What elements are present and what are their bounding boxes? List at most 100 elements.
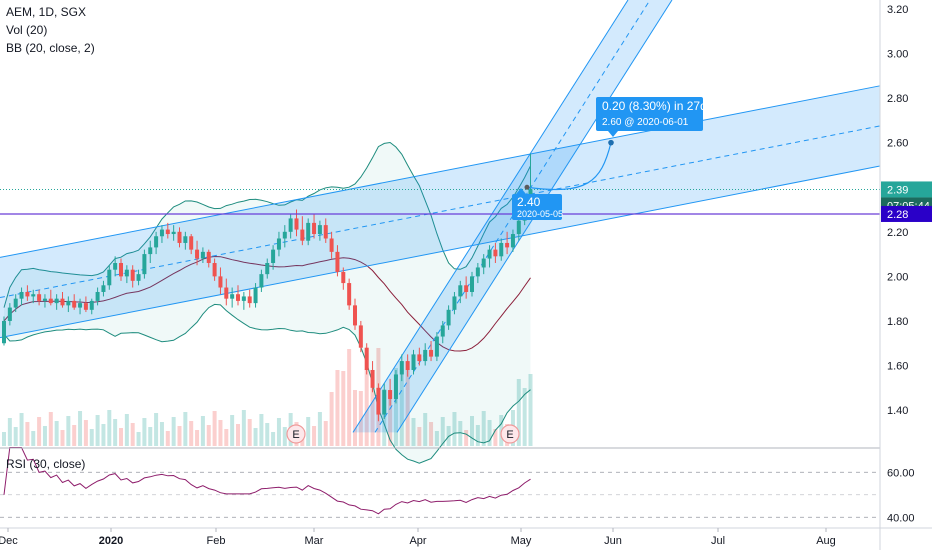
candle[interactable] (89, 298, 94, 315)
candle[interactable] (475, 263, 480, 284)
candle[interactable] (516, 216, 521, 241)
candle[interactable] (470, 271, 474, 297)
candle[interactable] (7, 303, 12, 326)
candle[interactable] (306, 218, 311, 246)
candle[interactable] (241, 291, 246, 310)
candle[interactable] (376, 383, 381, 422)
long-channel-center[interactable] (0, 125, 881, 299)
candle[interactable] (13, 294, 18, 313)
projection-start-point[interactable] (524, 184, 530, 190)
candle[interactable] (130, 265, 135, 288)
candlesticks[interactable] (2, 153, 533, 422)
projection-annotation[interactable]: 0.20 (8.30%) in 27d 2.60 @ 2020-06-01 (596, 97, 707, 137)
candle[interactable] (48, 289, 53, 306)
candle[interactable] (25, 285, 30, 301)
projection-end-point[interactable] (608, 139, 614, 146)
candle[interactable] (206, 249, 211, 268)
candle[interactable] (230, 287, 235, 308)
candle[interactable] (282, 225, 287, 248)
candle[interactable] (405, 354, 410, 377)
candle[interactable] (200, 247, 205, 264)
candle[interactable] (446, 305, 451, 330)
candle[interactable] (493, 242, 498, 264)
earnings-marker[interactable]: E (500, 424, 520, 444)
candle[interactable] (136, 269, 141, 286)
candle[interactable] (335, 245, 340, 277)
candle[interactable] (119, 258, 123, 281)
candle[interactable] (382, 383, 387, 420)
candle[interactable] (393, 369, 398, 404)
legend-bollinger[interactable]: BB (20, close, 2) (6, 41, 95, 55)
candle[interactable] (288, 213, 293, 239)
candle[interactable] (54, 294, 59, 310)
candle[interactable] (510, 229, 515, 252)
candle[interactable] (429, 341, 434, 362)
candle[interactable] (458, 280, 463, 304)
candle[interactable] (189, 234, 194, 255)
candle[interactable] (78, 298, 83, 315)
candle[interactable] (37, 289, 42, 306)
candle[interactable] (417, 347, 422, 366)
candle[interactable] (253, 283, 258, 308)
candle[interactable] (411, 349, 416, 375)
candle[interactable] (95, 287, 100, 306)
candle[interactable] (259, 269, 264, 292)
candle[interactable] (434, 332, 439, 362)
candle[interactable] (499, 238, 504, 261)
candle[interactable] (347, 278, 352, 310)
candle[interactable] (19, 287, 24, 306)
candle[interactable] (423, 343, 428, 366)
candle[interactable] (72, 294, 77, 310)
candle[interactable] (224, 278, 229, 306)
candle[interactable] (323, 218, 328, 243)
candle[interactable] (353, 298, 357, 330)
candle[interactable] (171, 225, 176, 241)
candle[interactable] (212, 258, 217, 281)
candle[interactable] (312, 213, 317, 239)
candle[interactable] (276, 231, 281, 257)
projection-path[interactable] (526, 142, 612, 191)
candle[interactable] (107, 265, 112, 290)
candle[interactable] (236, 285, 240, 306)
candle[interactable] (341, 267, 346, 290)
candle[interactable] (165, 222, 170, 239)
candle[interactable] (42, 294, 47, 308)
long-channel-lower[interactable] (0, 165, 881, 339)
candle[interactable] (300, 216, 305, 246)
candle[interactable] (142, 249, 147, 279)
candle[interactable] (399, 354, 404, 382)
legend-volume[interactable]: Vol (20) (6, 23, 48, 37)
candle[interactable] (370, 361, 375, 393)
candle[interactable] (481, 254, 486, 275)
candle[interactable] (464, 276, 469, 299)
candle[interactable] (195, 240, 200, 266)
candle[interactable] (113, 256, 118, 277)
candle[interactable] (487, 245, 492, 268)
candle[interactable] (265, 258, 270, 279)
candle[interactable] (2, 316, 6, 346)
candle[interactable] (218, 267, 223, 295)
candle[interactable] (440, 320, 445, 344)
candle[interactable] (154, 231, 159, 255)
candle[interactable] (247, 289, 252, 308)
candle[interactable] (31, 289, 36, 304)
candle[interactable] (388, 378, 393, 406)
candle[interactable] (329, 231, 334, 259)
candle[interactable] (177, 227, 182, 248)
candle[interactable] (271, 245, 276, 270)
long-channel-upper[interactable] (0, 85, 881, 258)
candle[interactable] (83, 296, 88, 313)
candle[interactable] (101, 280, 106, 297)
candle[interactable] (358, 320, 363, 353)
candle[interactable] (159, 225, 164, 243)
legend-symbol[interactable]: AEM, 1D, SGX (6, 5, 87, 19)
candle[interactable] (60, 291, 65, 308)
candle[interactable] (505, 231, 510, 255)
candle[interactable] (66, 296, 71, 313)
candle[interactable] (183, 231, 188, 250)
candle[interactable] (148, 240, 153, 264)
candle[interactable] (364, 343, 369, 375)
earnings-marker[interactable]: E (286, 424, 306, 444)
